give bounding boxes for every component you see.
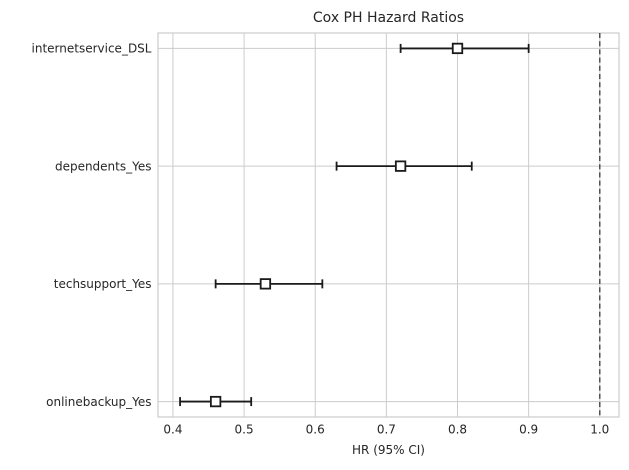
plot-border [157, 32, 620, 418]
x-tick-label: 0.6 [306, 423, 325, 437]
x-tick-label: 0.9 [519, 423, 538, 437]
x-tick-label: 0.4 [163, 423, 182, 437]
y-category-label: dependents_Yes [55, 159, 152, 173]
y-category-label: internetservice_DSL [32, 42, 152, 56]
chart-title: Cox PH Hazard Ratios [313, 10, 464, 26]
hr-marker [394, 160, 407, 172]
y-category-label: techsupport_Yes [54, 277, 152, 291]
x-tick-label: 1.0 [590, 423, 609, 437]
hr-marker [259, 278, 272, 290]
x-tick-label: 0.8 [448, 423, 467, 437]
hr-marker [209, 395, 222, 408]
x-tick-label: 0.5 [235, 423, 254, 437]
y-category-label: onlinebackup_Yes [46, 395, 151, 409]
hr-marker [451, 42, 464, 55]
x-tick-label: 0.7 [377, 423, 396, 437]
x-axis-label: HR (95% CI) [352, 443, 425, 457]
